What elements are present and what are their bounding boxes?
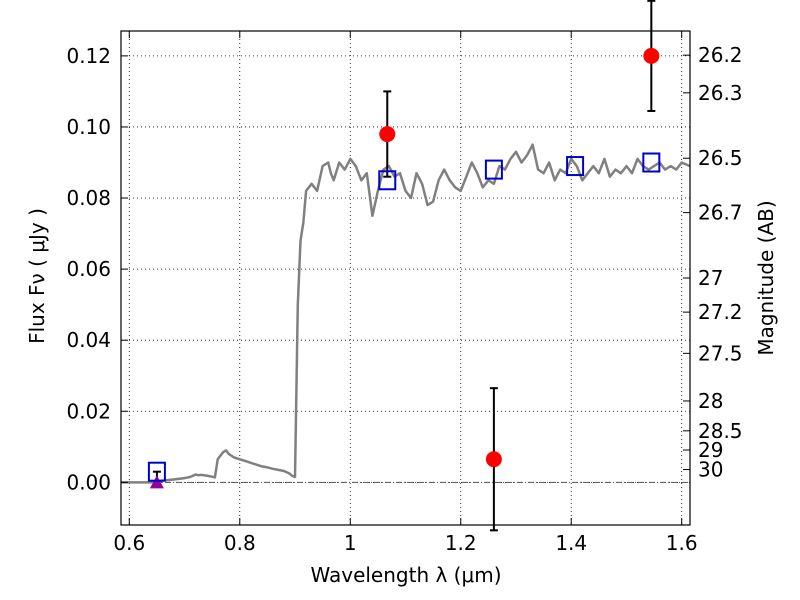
grid-layer: [121, 31, 690, 525]
magnitude-tick-label: 26.5: [698, 146, 743, 170]
plot-layer: [121, 0, 691, 532]
magnitude-tick-label: 28.5: [698, 419, 743, 443]
y-tick-label: 0.06: [66, 257, 111, 281]
magnitude-tick-label: 27.5: [698, 341, 743, 365]
x-axis-label: Wavelength λ (μm): [310, 563, 501, 587]
model-photometry-point: [484, 159, 503, 180]
x-tick-label: 0.8: [224, 531, 256, 555]
plot-frame: [120, 30, 691, 526]
x-tick-label: 1.2: [445, 531, 477, 555]
magnitude-tick-label: 26.2: [698, 43, 743, 67]
x-tick-label: 0.6: [113, 531, 145, 555]
model-photometry-point: [642, 152, 661, 173]
model-photometry-point: [566, 156, 585, 177]
y-tick-label: 0.00: [66, 470, 111, 494]
model-photometry-point: [378, 170, 397, 191]
model-photometry-point: [147, 461, 166, 482]
observed-point: [485, 451, 502, 468]
labels-layer: Wavelength λ (μm) Flux Fν ( μJy ) Magnit…: [25, 200, 778, 587]
upper-limit-point: [149, 475, 164, 489]
y-axis-label: Flux Fν ( μJy ): [25, 208, 49, 344]
x-tick-label: 1.4: [555, 531, 587, 555]
y-tick-label: 0.04: [66, 328, 111, 352]
magnitude-tick-label: 27: [698, 266, 723, 290]
y-tick-label: 0.12: [66, 44, 111, 68]
y-tick-label: 0.02: [66, 399, 111, 423]
observed-point: [643, 47, 660, 64]
y-tick-label: 0.08: [66, 186, 111, 210]
y-tick-label: 0.10: [66, 115, 111, 139]
observed-point: [379, 126, 396, 143]
magnitude-tick-label: 27.2: [698, 300, 743, 324]
magnitude-tick-label: 28: [698, 389, 723, 413]
magnitude-tick-label: 26.3: [698, 81, 743, 105]
x-tick-label: 1.6: [666, 531, 698, 555]
x-tick-label: 1: [344, 531, 357, 555]
y2-axis-label: Magnitude (AB): [754, 200, 778, 355]
magnitude-tick-label: 30: [698, 458, 723, 482]
model-spectrum-line: [121, 143, 691, 484]
frame-layer: 0.6 0.8 1 1.2 1.4 1.6 0.00 0.02 0.04 0.06 0.08 0.10…: [66, 30, 743, 555]
magnitude-tick-label: 29: [698, 438, 723, 462]
magnitude-tick-label: 26.7: [698, 201, 743, 225]
